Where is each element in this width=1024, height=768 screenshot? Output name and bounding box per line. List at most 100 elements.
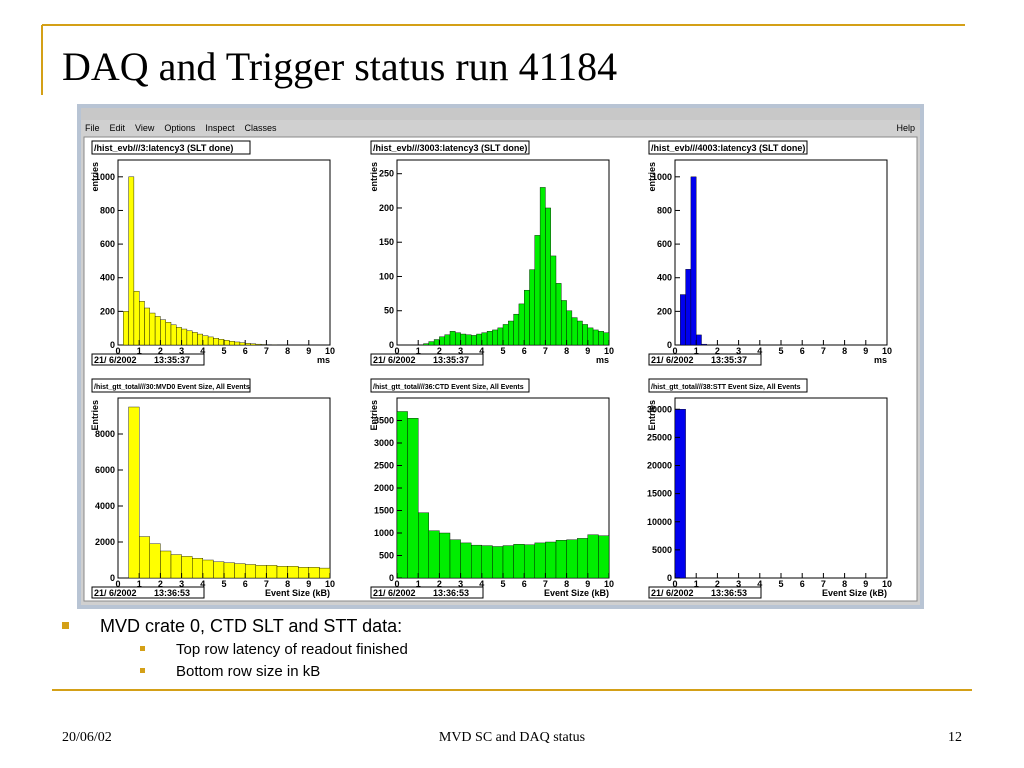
- menu-item[interactable]: View: [135, 123, 155, 133]
- histogram-bar: [186, 330, 193, 346]
- histogram-bar: [460, 333, 467, 346]
- plot-frame: [674, 397, 888, 579]
- histogram-bar: [234, 563, 246, 579]
- histogram-bar: [244, 343, 251, 346]
- x-tick-label: 10: [604, 346, 614, 356]
- menu-item[interactable]: File: [85, 123, 100, 133]
- histogram-bar: [534, 235, 541, 346]
- y-tick-label: 1500: [374, 506, 394, 516]
- x-tick-label: 10: [325, 579, 335, 589]
- menu-help[interactable]: Help: [896, 123, 915, 133]
- x-axis-label: ms: [317, 355, 330, 365]
- histogram-bar: [508, 320, 514, 346]
- histogram-bar: [229, 341, 235, 346]
- menu-item[interactable]: Classes: [244, 123, 277, 133]
- x-axis-label: Event Size (kB): [544, 588, 609, 598]
- histogram-bar: [308, 567, 320, 579]
- histogram-bar: [418, 512, 430, 579]
- histogram-bar: [128, 406, 140, 579]
- y-tick-label: 10000: [647, 517, 672, 527]
- x-tick-label: 7: [264, 346, 269, 356]
- x-tick-label: 0: [115, 346, 120, 356]
- y-tick-label: 2000: [374, 483, 394, 493]
- menu-item[interactable]: Inspect: [205, 123, 235, 133]
- y-tick-label: 0: [110, 340, 115, 350]
- histogram-bar: [213, 561, 225, 579]
- histogram-bar: [471, 544, 483, 579]
- stamp-time: 13:35:37: [711, 355, 747, 365]
- plot-frame: [674, 159, 888, 346]
- pad-title-box: [91, 378, 251, 393]
- histogram-bar: [534, 542, 546, 579]
- x-tick-label: 7: [264, 579, 269, 589]
- histogram-bar: [680, 294, 686, 346]
- histogram-bar: [170, 554, 182, 579]
- histogram-bar: [513, 313, 520, 346]
- x-tick-label: 1: [416, 579, 421, 589]
- x-tick-label: 3: [736, 346, 741, 356]
- histogram-bar: [598, 331, 604, 346]
- histogram-bar: [255, 565, 267, 579]
- x-tick-label: 2: [437, 346, 442, 356]
- x-tick-label: 1: [137, 579, 142, 589]
- menu-item[interactable]: Options: [164, 123, 196, 133]
- x-tick-label: 10: [882, 346, 892, 356]
- histogram-bar: [486, 331, 493, 346]
- menu-item[interactable]: Edit: [110, 123, 126, 133]
- y-tick-label: 25000: [647, 432, 672, 442]
- histogram-bar: [407, 418, 419, 579]
- x-tick-label: 10: [325, 346, 335, 356]
- bullet-text: MVD crate 0, CTD SLT and STT data:: [100, 616, 402, 636]
- histogram-bar: [138, 536, 150, 579]
- x-tick-label: 8: [842, 346, 847, 356]
- histogram-bar: [555, 540, 567, 579]
- y-axis-label: entries: [647, 162, 657, 192]
- histogram-bar: [191, 332, 198, 346]
- histogram-bar: [481, 545, 493, 579]
- x-tick-label: 2: [158, 579, 163, 589]
- x-tick-label: 0: [672, 346, 677, 356]
- x-tick-label: 9: [585, 346, 590, 356]
- histogram-bar: [149, 543, 161, 579]
- x-tick-label: 8: [285, 579, 290, 589]
- histogram-bar: [529, 269, 535, 346]
- histogram-bar: [455, 332, 461, 346]
- y-tick-label: 200: [100, 306, 115, 316]
- y-tick-label: 400: [100, 273, 115, 283]
- histogram-bar: [592, 329, 599, 346]
- x-tick-label: 4: [200, 579, 205, 589]
- y-tick-label: 800: [657, 205, 672, 215]
- y-tick-label: 400: [657, 273, 672, 283]
- histogram-bar: [685, 269, 692, 346]
- footer-date: 20/06/02: [62, 730, 112, 745]
- x-tick-label: 3: [179, 579, 184, 589]
- stamp-date: 21/ 6/2002: [651, 355, 694, 365]
- x-tick-label: 6: [243, 346, 248, 356]
- pad-title-box: [648, 378, 808, 393]
- histogram-bar: [603, 332, 610, 346]
- histogram-bar: [561, 300, 567, 346]
- histogram-bar: [234, 341, 241, 346]
- y-tick-label: 1000: [374, 528, 394, 538]
- histogram-bar: [524, 544, 536, 579]
- x-tick-label: 10: [604, 579, 614, 589]
- histogram-bar: [545, 207, 551, 346]
- stamp-box: [648, 353, 762, 366]
- histogram-bar: [276, 566, 288, 579]
- histogram-bar: [481, 332, 488, 346]
- pad-title: /hist_gtt_total///36:CTD Event Size, All…: [373, 384, 524, 391]
- x-tick-label: 4: [479, 346, 484, 356]
- y-tick-label: 200: [379, 203, 394, 213]
- histogram-bar: [181, 556, 193, 579]
- x-axis-label: ms: [874, 355, 887, 365]
- stamp-time: 13:35:37: [433, 355, 469, 365]
- histogram-bar: [439, 336, 445, 346]
- footer-page: 12: [948, 730, 962, 745]
- histogram-bar: [218, 339, 225, 346]
- histogram-bar: [423, 343, 430, 346]
- histogram-bar: [160, 550, 172, 579]
- y-tick-label: 6000: [95, 465, 115, 475]
- histogram-bar: [255, 343, 262, 346]
- histogram-bar: [181, 328, 188, 346]
- pad-title: /hist_gtt_total///38:STT Event Size, All…: [651, 384, 801, 391]
